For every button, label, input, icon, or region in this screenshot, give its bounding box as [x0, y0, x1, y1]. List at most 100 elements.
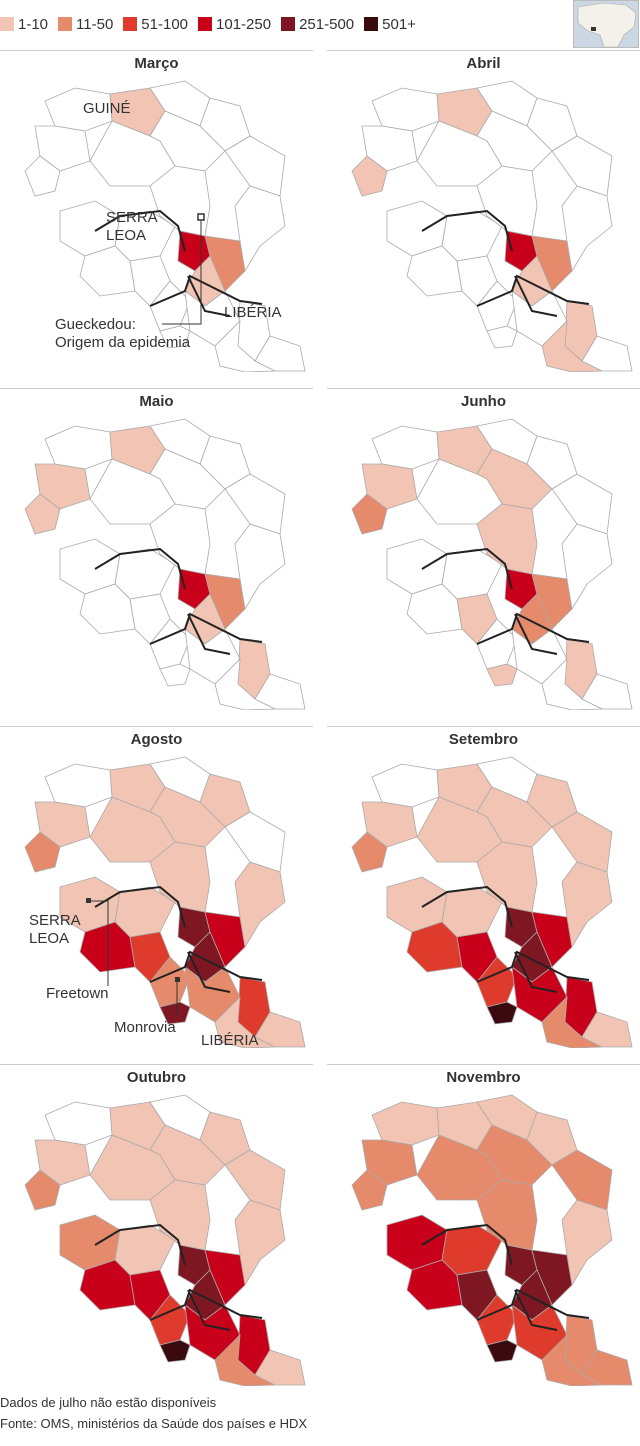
country-border — [94, 885, 186, 928]
district-region — [476, 1179, 538, 1251]
district-region — [159, 663, 191, 687]
district-region — [149, 165, 211, 237]
panel-title: Março — [134, 55, 179, 72]
legend-label: 11-50 — [76, 15, 114, 33]
district-region — [416, 1134, 503, 1201]
district-region — [351, 1169, 388, 1211]
legend-label: 1-10 — [18, 15, 49, 33]
district-region — [416, 796, 503, 863]
map-svg — [351, 80, 633, 372]
district-region — [351, 493, 388, 535]
locator-africa-shape — [577, 2, 637, 47]
country-border — [514, 1289, 558, 1331]
district-region — [224, 811, 286, 873]
panel-title: Abril — [466, 55, 501, 72]
locator-highlight — [591, 27, 596, 31]
map-svg — [351, 1094, 633, 1386]
district-region — [531, 1249, 573, 1306]
district-region — [351, 155, 388, 197]
monrovia-marker — [175, 977, 180, 982]
district-region — [204, 1249, 246, 1306]
district-region — [234, 1199, 286, 1287]
district-region — [234, 861, 286, 949]
footer-source: Fonte: OMS, ministérios da Saúde dos paí… — [0, 1416, 308, 1431]
legend-swatch — [281, 17, 296, 31]
label-aug-liberia: LIBÉRIA — [201, 1032, 259, 1049]
legend-swatch — [58, 17, 73, 31]
district-region — [416, 120, 503, 187]
legend-item-251-500: 251-500 — [281, 16, 354, 33]
country-border — [94, 209, 186, 252]
legend-item-501-plus: 501+ — [364, 16, 416, 33]
country-border — [149, 274, 263, 307]
country-border — [149, 950, 263, 983]
country-border — [149, 1288, 263, 1321]
footer-note: Dados de julho não estão disponíveis — [0, 1395, 217, 1410]
country-border — [149, 612, 263, 645]
panel-divider — [327, 1064, 640, 1065]
panel-title: Outubro — [126, 1069, 187, 1086]
district-region — [224, 1149, 286, 1211]
country-border — [187, 951, 231, 993]
map-panel-novembro: Novembro — [327, 1064, 640, 1386]
label-monrovia: Monrovia — [114, 1019, 176, 1036]
district-region — [551, 473, 613, 535]
map-panel-setembro: Setembro — [327, 726, 640, 1048]
district-region — [531, 235, 573, 292]
label-aug-serra-1: SERRA — [29, 912, 81, 929]
origin-marker — [197, 213, 205, 221]
district-region — [561, 1199, 613, 1287]
district-region — [24, 831, 61, 873]
legend-swatch — [123, 17, 138, 31]
country-border — [476, 1288, 590, 1321]
legend-item-1-10: 1-10 — [0, 16, 48, 33]
map-svg — [24, 80, 306, 372]
country-border — [94, 547, 186, 590]
district-region — [89, 120, 176, 187]
country-border — [187, 275, 231, 317]
locator-map — [573, 0, 639, 48]
map-panel-junho: Junho — [327, 388, 640, 710]
map-svg — [24, 1094, 306, 1386]
country-border — [187, 1289, 231, 1331]
panel-divider — [0, 726, 313, 727]
country-border — [421, 209, 513, 252]
legend-item-11-50: 11-50 — [58, 16, 113, 33]
freetown-marker — [86, 898, 91, 903]
district-region — [416, 458, 503, 525]
district-region — [89, 458, 176, 525]
map-svg — [351, 418, 633, 710]
country-border — [476, 950, 590, 983]
label-freetown: Freetown — [46, 985, 109, 1002]
district-region — [24, 1169, 61, 1211]
district-region — [551, 1149, 613, 1211]
legend-label: 251-500 — [299, 15, 355, 33]
district-region — [89, 796, 176, 863]
district-region — [551, 135, 613, 197]
legend-swatch — [0, 17, 14, 31]
district-region — [24, 155, 61, 197]
district-region — [551, 811, 613, 873]
district-region — [486, 1339, 518, 1363]
panel-divider — [0, 388, 313, 389]
district-region — [476, 503, 538, 575]
legend-item-101-250: 101-250 — [198, 16, 271, 33]
country-border — [421, 885, 513, 928]
district-region — [254, 1349, 306, 1386]
legend-label: 51-100 — [141, 15, 189, 33]
district-region — [149, 503, 211, 575]
panel-title: Maio — [139, 393, 174, 410]
legend-item-51-100: 51-100 — [123, 16, 188, 33]
label-serra-leoa-2: LEOA — [106, 227, 147, 244]
map-svg — [24, 418, 306, 710]
map-svg — [351, 756, 633, 1048]
origin-leader-line — [162, 220, 202, 325]
district-region — [561, 523, 613, 611]
district-region — [581, 673, 633, 710]
freetown-leader-line — [91, 900, 109, 986]
map-panel-maio: Maio — [0, 388, 313, 710]
panel-title: Setembro — [448, 731, 519, 748]
district-region — [476, 841, 538, 913]
map-panel-outubro: Outubro — [0, 1064, 313, 1386]
country-border — [421, 547, 513, 590]
